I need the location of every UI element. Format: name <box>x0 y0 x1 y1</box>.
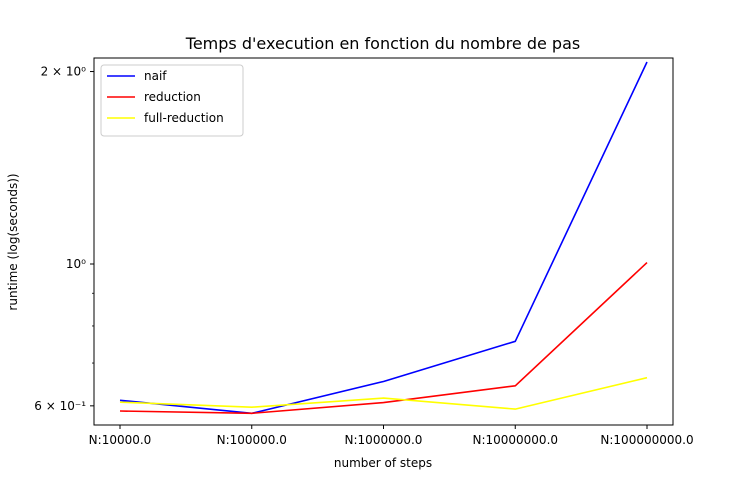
x-axis-label: number of steps <box>334 456 432 470</box>
legend-box <box>100 64 244 137</box>
y-tick-label: 2 × 10⁰ <box>41 65 87 79</box>
y-tick-label: 10⁰ <box>66 257 86 271</box>
x-tick-label: N:10000.0 <box>89 433 152 447</box>
x-tick-label: N:1000000.0 <box>345 433 423 447</box>
legend: naif reduction full-reduction <box>100 64 244 137</box>
y-axis-label: runtime (log(seconds)) <box>6 173 20 310</box>
series-line-reduction <box>119 262 648 415</box>
series-line-naif <box>119 61 648 415</box>
plot-area <box>119 61 648 415</box>
legend-label: full-reduction <box>144 111 224 125</box>
x-tick-label: N:100000.0 <box>217 433 287 447</box>
series-line-full-reduction <box>119 376 648 410</box>
chart-title: Temps d'execution en fonction du nombre … <box>185 34 580 53</box>
x-axis: N:10000.0 N:100000.0 N:1000000.0 N:10000000… <box>89 425 694 447</box>
y-tick-label: 6 × 10⁻¹ <box>34 399 86 413</box>
x-tick-label: N:10000000.0 <box>472 433 558 447</box>
y-axis: 2 × 10⁰ 10⁰ 6 × 10⁻¹ <box>34 65 94 413</box>
legend-label: reduction <box>144 90 201 104</box>
x-tick-label: N:100000000.0 <box>600 433 693 447</box>
legend-label: naif <box>144 69 167 83</box>
